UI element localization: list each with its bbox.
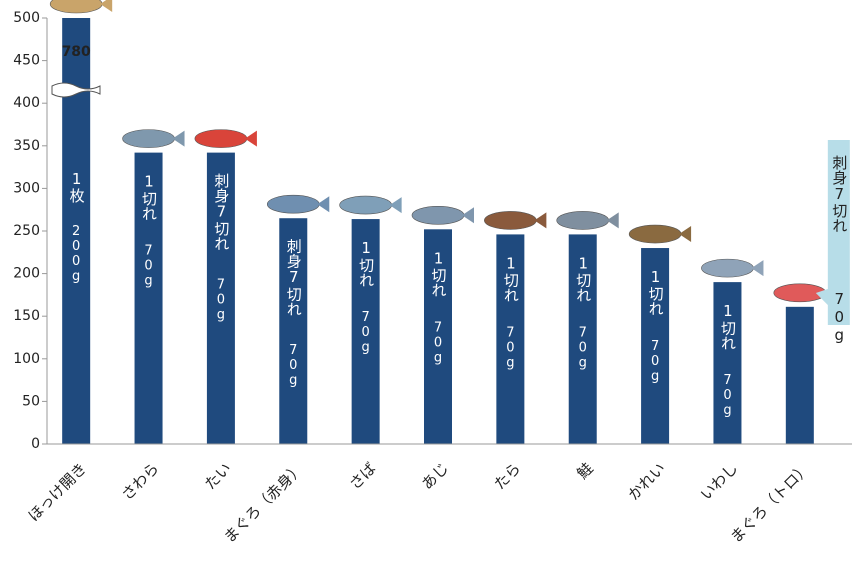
weight-label: 70g	[503, 325, 518, 370]
x-tick-label: さわら	[118, 459, 163, 504]
portion-label: 1切れ	[430, 249, 448, 297]
fish-tail	[534, 212, 547, 229]
y-tick-label: 150	[13, 308, 40, 324]
value-label: 780	[62, 44, 91, 60]
x-tick-label: あじ	[418, 459, 452, 493]
portion-label: 1切れ	[140, 173, 158, 221]
y-tick-label: 400	[13, 95, 40, 111]
portion-label: 1切れ	[574, 254, 592, 302]
bar	[496, 234, 525, 444]
weight-label: 70g	[720, 373, 735, 418]
fish-icon	[122, 129, 175, 148]
bar	[351, 219, 380, 444]
x-tick-label: いわし	[697, 459, 742, 504]
fish-tail	[244, 130, 257, 147]
fish-icon	[194, 129, 248, 148]
fish-tail	[751, 260, 764, 277]
fish-tail	[317, 196, 330, 213]
y-tick-label: 50	[22, 393, 40, 409]
fish-icon	[556, 211, 610, 230]
y-tick-label: 450	[13, 53, 40, 69]
bar	[424, 229, 452, 444]
fish-icon	[484, 211, 537, 230]
fish-tail	[100, 0, 113, 12]
bar	[62, 18, 91, 444]
y-tick-label: 300	[13, 180, 40, 196]
callout	[815, 140, 850, 325]
portion-label: 刺身7切れ	[830, 155, 848, 233]
weight-label: 70g	[431, 320, 446, 365]
y-tick-label: 500	[13, 10, 40, 26]
x-tick-label: さば	[346, 459, 380, 493]
weight-label: 70g	[141, 244, 156, 289]
fish-icon	[339, 195, 392, 215]
fish-icon	[49, 0, 103, 14]
portion-label: 1切れ	[647, 268, 665, 316]
bar	[641, 248, 670, 444]
bar	[713, 282, 742, 444]
x-tick-label: たい	[201, 459, 235, 493]
x-tick-label: 鮭	[573, 459, 596, 482]
bar	[568, 234, 597, 444]
fish-icon	[411, 205, 465, 225]
portion-label: 1切れ	[357, 239, 375, 287]
x-tick-label: たら	[490, 459, 524, 493]
x-tick-label: かれい	[625, 459, 670, 504]
weight-label: 70g	[213, 278, 228, 323]
y-tick-label: 0	[31, 436, 40, 452]
weight-label: 70g	[286, 343, 301, 388]
fish-icon	[266, 194, 320, 214]
fish-icon	[701, 258, 754, 278]
portion-label: 1枚	[68, 170, 86, 203]
weight-label: 70g	[575, 325, 590, 370]
bars	[62, 18, 814, 444]
axis-break	[51, 82, 101, 98]
portion-label: 刺身7切れ	[285, 238, 303, 316]
weight-label: 200g	[69, 224, 84, 284]
x-tick-label: ほっけ開き	[24, 459, 90, 525]
y-tick-label: 100	[13, 351, 40, 367]
weight-label: 70g	[648, 339, 663, 384]
y-tick-label: 200	[13, 266, 40, 282]
fish-tail	[679, 226, 692, 243]
portion-label: 1切れ	[502, 254, 520, 302]
y-tick-label: 350	[13, 138, 40, 154]
fish-icon	[628, 224, 682, 244]
fish-tail	[606, 212, 619, 229]
fish-tail	[389, 197, 402, 214]
weight-label: 70g	[358, 310, 373, 355]
fish-tail	[462, 207, 474, 224]
bar	[785, 306, 814, 444]
bar	[206, 152, 235, 444]
weight-label: 70g	[830, 290, 848, 344]
bar	[279, 218, 308, 444]
fish-tail	[172, 130, 185, 147]
portion-label: 刺身7切れ	[212, 173, 230, 251]
bar	[134, 152, 163, 444]
portion-label: 1切れ	[719, 302, 737, 350]
y-tick-label: 250	[13, 223, 40, 239]
